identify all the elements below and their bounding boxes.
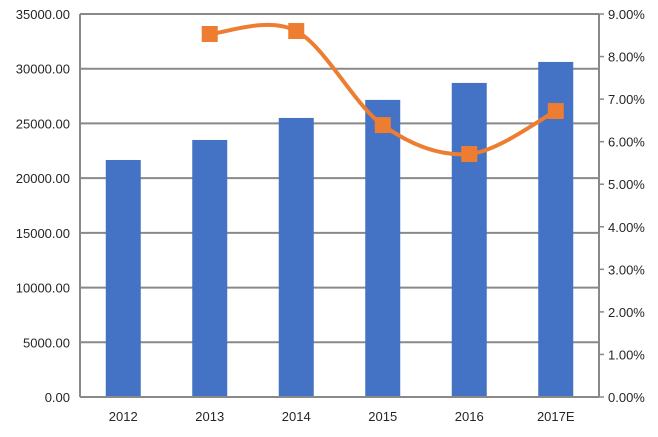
line-marker-square-icon: [201, 26, 218, 43]
line-marker-square-icon: [374, 117, 391, 134]
gridlines: [80, 13, 599, 344]
line-marker-square-icon: [288, 23, 305, 40]
left-axis-tick-label: 35000.00: [16, 7, 70, 22]
left-axis-tick-label: 20000.00: [16, 171, 70, 186]
right-axis-tick-label: 5.00%: [608, 177, 645, 192]
x-axis-tick-label: 2012: [109, 409, 138, 424]
x-axis-labels: 2012 2013 2014 2015 2016 2017E: [109, 409, 575, 424]
left-axis-tick-label: 30000.00: [16, 62, 70, 77]
x-axis-tick-label: 2017E: [537, 409, 575, 424]
right-axis-tick-label: 6.00%: [608, 135, 645, 150]
right-axis-labels: 0.00% 1.00% 2.00% 3.00% 4.00% 5.00% 6.00% 7.00%…: [608, 7, 645, 405]
right-axis-tick-label: 8.00%: [608, 50, 645, 65]
bar-2014: [278, 117, 314, 397]
left-axis-tick-label: 15000.00: [16, 226, 70, 241]
left-axis-tick-label: 5000.00: [23, 335, 70, 350]
right-axis-tick-label: 2.00%: [608, 305, 645, 320]
bar-2013: [192, 139, 228, 398]
x-axis-tick-label: 2013: [195, 409, 224, 424]
left-axis-labels: 0.00 5000.00 10000.00 15000.00 20000.00 25000…: [16, 7, 70, 405]
x-axis-tick-label: 2014: [282, 409, 311, 424]
bar-series: [105, 61, 574, 398]
bar-2012: [105, 159, 141, 397]
left-axis-tick-label: 0.00: [45, 390, 70, 405]
x-axis-tick-label: 2015: [368, 409, 397, 424]
line-series: [201, 22, 564, 163]
right-axis-tick-label: 0.00%: [608, 390, 645, 405]
bar-2016: [451, 82, 487, 397]
x-axis-tick-label: 2016: [455, 409, 484, 424]
right-axis-tick-label: 9.00%: [608, 7, 645, 22]
right-axis-tick-label: 1.00%: [608, 347, 645, 362]
left-axis-tick-label: 10000.00: [16, 281, 70, 296]
right-axis-tick-label: 3.00%: [608, 262, 645, 277]
right-axis-tick-label: 7.00%: [608, 92, 645, 107]
line-marker-square-icon: [461, 146, 478, 163]
line-marker-square-icon: [547, 103, 564, 120]
axes: [79, 13, 604, 398]
left-axis-tick-label: 25000.00: [16, 116, 70, 131]
bar-2015: [365, 99, 401, 397]
right-axis-tick-label: 4.00%: [608, 220, 645, 235]
